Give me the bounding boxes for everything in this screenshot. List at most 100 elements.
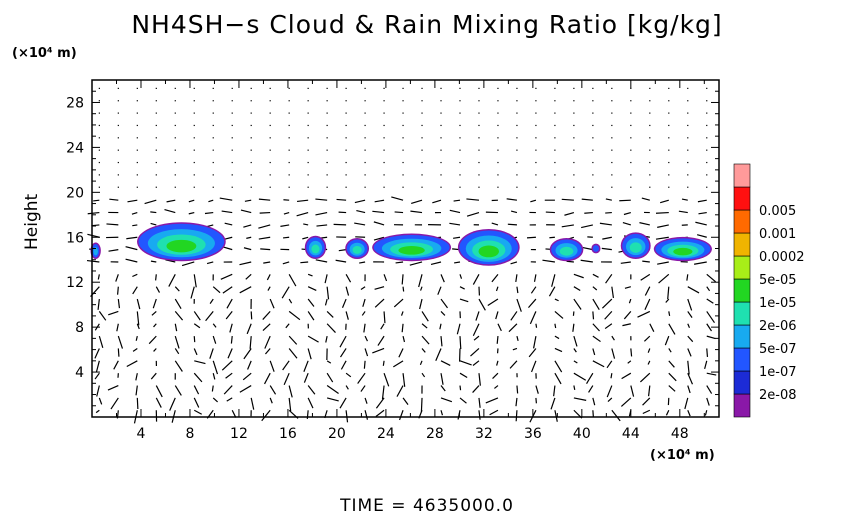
colorbar-label: 1e-05 xyxy=(759,296,797,311)
wind-vector xyxy=(611,286,615,299)
wind-vector xyxy=(440,274,445,283)
wind-vector xyxy=(247,360,252,370)
wind-vector xyxy=(168,274,176,287)
wind-vector xyxy=(620,261,631,264)
wind-vector xyxy=(364,397,368,404)
wind-vector xyxy=(250,311,253,320)
wind-vector xyxy=(363,323,366,333)
wind-vector xyxy=(117,335,124,349)
wind-vector xyxy=(478,397,481,408)
colorbar-swatch xyxy=(733,370,751,395)
wind-vector xyxy=(642,397,651,406)
wind-vector xyxy=(647,385,651,397)
wind-vector xyxy=(507,223,517,226)
wind-vector xyxy=(335,259,347,263)
wind-vector xyxy=(472,274,480,285)
wind-vector xyxy=(372,210,385,214)
wind-vector xyxy=(150,222,157,226)
wind-vector xyxy=(492,372,499,379)
wind-vector xyxy=(512,347,518,351)
wind-vector xyxy=(553,385,556,397)
wind-vector xyxy=(611,409,621,422)
wind-vector xyxy=(326,323,336,333)
cloud-blob xyxy=(345,238,370,259)
wind-vector xyxy=(548,286,556,297)
wind-vector xyxy=(338,249,347,252)
x-tick-label: 8 xyxy=(186,426,195,442)
wind-vector xyxy=(269,385,277,395)
wind-vector xyxy=(496,360,499,366)
cloud-blob xyxy=(591,243,601,254)
wind-vector xyxy=(440,410,444,416)
wind-vector xyxy=(219,197,233,201)
wind-vector xyxy=(622,221,632,226)
cloud-blob-contour xyxy=(673,247,693,256)
wind-vector xyxy=(668,323,676,335)
wind-vector xyxy=(530,286,537,294)
wind-vector xyxy=(94,372,100,380)
wind-vector xyxy=(449,209,461,214)
wind-vector xyxy=(554,410,558,422)
colorbar-swatch xyxy=(733,347,751,372)
wind-vector xyxy=(380,323,385,330)
wind-vector xyxy=(155,286,161,293)
wind-vector xyxy=(432,199,442,204)
wind-vector xyxy=(394,211,404,214)
wind-vector xyxy=(419,298,423,310)
wind-vector xyxy=(687,335,694,343)
wind-vector xyxy=(402,397,409,406)
wind-vector xyxy=(126,360,138,368)
wind-vector xyxy=(95,360,100,373)
wind-vector xyxy=(339,335,347,348)
wind-vector xyxy=(402,286,405,292)
wind-vector xyxy=(641,197,650,201)
wind-vector xyxy=(174,360,183,372)
wind-vector xyxy=(592,298,600,310)
wind-vector xyxy=(687,372,694,385)
wind-vector xyxy=(315,259,328,263)
wind-vector xyxy=(204,211,214,215)
wind-vector xyxy=(706,286,711,292)
wind-vector xyxy=(220,273,233,280)
wind-vector xyxy=(373,236,385,241)
wind-vector xyxy=(93,199,100,202)
colorbar-legend: 2e-08 1e-07 5e-07 2e-06 1e-05 5e-05 0.0002 0.00… xyxy=(733,163,805,418)
wind-vector xyxy=(628,298,632,304)
wind-vector xyxy=(190,286,195,299)
wind-vector xyxy=(325,335,328,343)
wind-vector xyxy=(642,409,651,415)
wind-vector xyxy=(132,273,138,278)
wind-vector xyxy=(611,335,615,341)
wind-vector xyxy=(586,372,594,384)
wind-vector xyxy=(472,323,480,336)
wind-vector xyxy=(209,298,214,304)
wind-vector xyxy=(341,298,347,308)
wind-vector xyxy=(288,385,293,398)
wind-vector xyxy=(393,360,404,368)
y-axis: 4 8 12 16 20 24 28 xyxy=(66,79,719,418)
wind-vector xyxy=(550,397,556,410)
wind-vector xyxy=(580,259,593,263)
chart-title: NH4SH−s Cloud & Rain Mixing Ratio [kg/kg… xyxy=(131,10,723,39)
y-tick-label: 28 xyxy=(66,95,84,111)
wind-vector xyxy=(515,410,518,422)
wind-vector xyxy=(285,323,290,329)
wind-vector xyxy=(224,222,233,226)
wind-vector xyxy=(510,311,518,321)
wind-vector xyxy=(572,323,575,332)
x-axis: 4 8 12 16 20 24 28 32 36 40 44 48 xyxy=(91,80,705,442)
cloud-blob-contour xyxy=(93,247,98,256)
wind-vector xyxy=(193,311,201,321)
wind-vector xyxy=(440,385,446,392)
wind-vector xyxy=(532,336,537,349)
wind-vector xyxy=(573,298,582,310)
wind-vector xyxy=(495,311,499,320)
wind-vector xyxy=(611,348,616,359)
wind-vector xyxy=(554,310,564,319)
wind-vector xyxy=(227,348,233,359)
wind-vector xyxy=(706,311,715,324)
wind-vector xyxy=(264,348,271,355)
wind-vector xyxy=(211,385,214,392)
wind-vector xyxy=(221,210,233,214)
wind-vector xyxy=(113,360,119,370)
